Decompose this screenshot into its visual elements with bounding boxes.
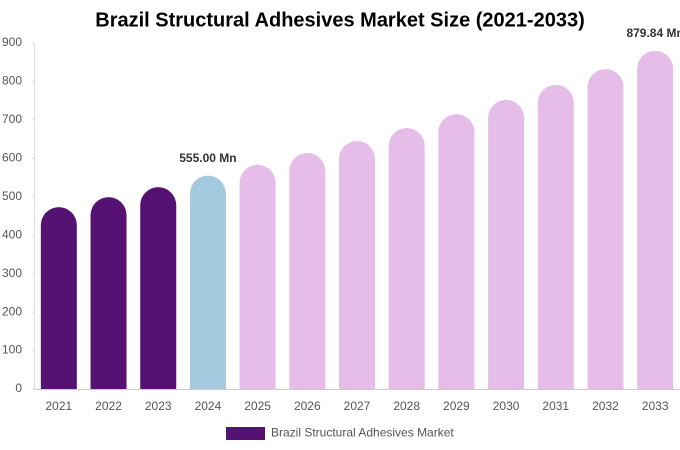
y-tick-label: 900 (2, 35, 22, 49)
bar (289, 152, 326, 389)
x-tick-label: 2027 (344, 399, 371, 413)
x-tick-label: 2026 (294, 399, 321, 413)
data-label: 879.84 Mn (626, 26, 680, 40)
x-tick-label: 2033 (642, 399, 669, 413)
data-label: 555.00 Mn (179, 151, 236, 165)
bar (488, 99, 525, 389)
x-tick-label: 2025 (244, 399, 271, 413)
y-tick-label: 500 (2, 189, 22, 203)
bar (239, 164, 276, 389)
x-tick-label: 2031 (542, 399, 569, 413)
y-tick-label: 600 (2, 151, 22, 165)
bar (388, 127, 425, 390)
x-tick-label: 2030 (493, 399, 520, 413)
x-tick-label: 2021 (45, 399, 72, 413)
bar (140, 187, 177, 389)
y-tick-label: 800 (2, 74, 22, 88)
y-tick-label: 0 (15, 381, 22, 395)
y-tick-label: 700 (2, 112, 22, 126)
bar (537, 84, 574, 389)
x-tick-label: 2028 (393, 399, 420, 413)
bar (189, 175, 226, 389)
x-tick-label: 2023 (145, 399, 172, 413)
bar (438, 114, 475, 389)
x-tick-label: 2022 (95, 399, 122, 413)
bar (637, 50, 674, 389)
bar (339, 141, 375, 389)
x-tick-label: 2032 (592, 399, 619, 413)
bar (90, 197, 127, 389)
x-tick-label: 2024 (195, 399, 222, 413)
legend-swatch (226, 427, 265, 440)
bar (40, 207, 77, 389)
chart-title: Brazil Structural Adhesives Market Size … (95, 9, 584, 31)
bar (587, 69, 624, 390)
x-tick-label: 2029 (443, 399, 470, 413)
legend-label: Brazil Structural Adhesives Market (271, 426, 454, 440)
y-tick-label: 200 (2, 304, 22, 318)
y-tick-label: 400 (2, 227, 22, 241)
y-tick-label: 100 (2, 343, 22, 357)
y-tick-label: 300 (2, 266, 22, 280)
